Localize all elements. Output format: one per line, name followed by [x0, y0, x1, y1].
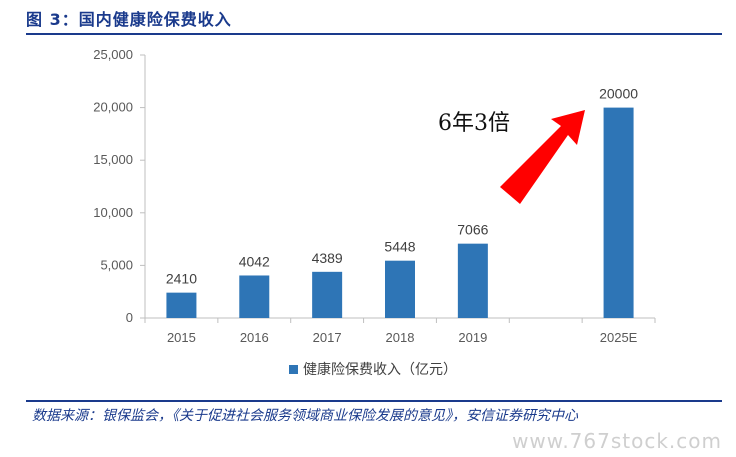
y-tick-label: 20,000	[93, 100, 133, 115]
bar	[457, 243, 488, 318]
legend-label: 健康险保费收入（亿元）	[303, 361, 457, 378]
data-label: 4042	[239, 253, 270, 269]
x-tick-label: 2025E	[600, 330, 638, 345]
x-tick-label: 2018	[386, 330, 415, 345]
growth-annotation-text: 6年3倍	[438, 111, 510, 136]
y-tick-label: 15,000	[93, 152, 133, 167]
legend: 健康险保费收入（亿元）	[289, 361, 457, 378]
source-note: 数据来源：银保监会，《关于促进社会服务领域商业保险发展的意见》，安信证券研究中心	[32, 408, 578, 424]
figure-title: 图 3：国内健康险保费收入	[26, 10, 232, 29]
x-tick-label: 2019	[458, 330, 487, 345]
y-tick-label: 5,000	[100, 257, 133, 272]
legend-swatch	[289, 365, 298, 374]
data-labels: 2410 4042 4389 5448 7066 20000	[166, 86, 638, 287]
footer-divider	[26, 400, 722, 402]
watermark: www.767stock.com	[512, 429, 722, 453]
data-label: 20000	[599, 86, 638, 102]
bar	[239, 275, 270, 318]
growth-arrow-icon	[500, 110, 585, 204]
y-tick-label: 10,000	[93, 205, 133, 220]
bar	[603, 107, 634, 318]
growth-annotation: 6年3倍	[438, 110, 585, 204]
x-tick-label: 2016	[240, 330, 269, 345]
title-divider	[26, 33, 722, 35]
data-label: 2410	[166, 271, 197, 287]
x-axis: 2015 2016 2017 2018 2019 2025E	[144, 317, 656, 345]
x-tick-label: 2017	[313, 330, 342, 345]
y-tick-label: 0	[126, 310, 133, 325]
bar	[312, 271, 343, 318]
bar	[166, 292, 197, 318]
x-tick-label: 2015	[167, 330, 196, 345]
y-axis: 0 5,000 10,000 15,000 20,000 25,000	[93, 47, 146, 325]
y-tick-label: 25,000	[93, 47, 133, 62]
bar	[385, 260, 415, 318]
data-label: 4389	[312, 250, 343, 266]
data-label: 7066	[457, 222, 488, 238]
data-label: 5448	[384, 239, 415, 255]
bar-series	[166, 107, 634, 318]
